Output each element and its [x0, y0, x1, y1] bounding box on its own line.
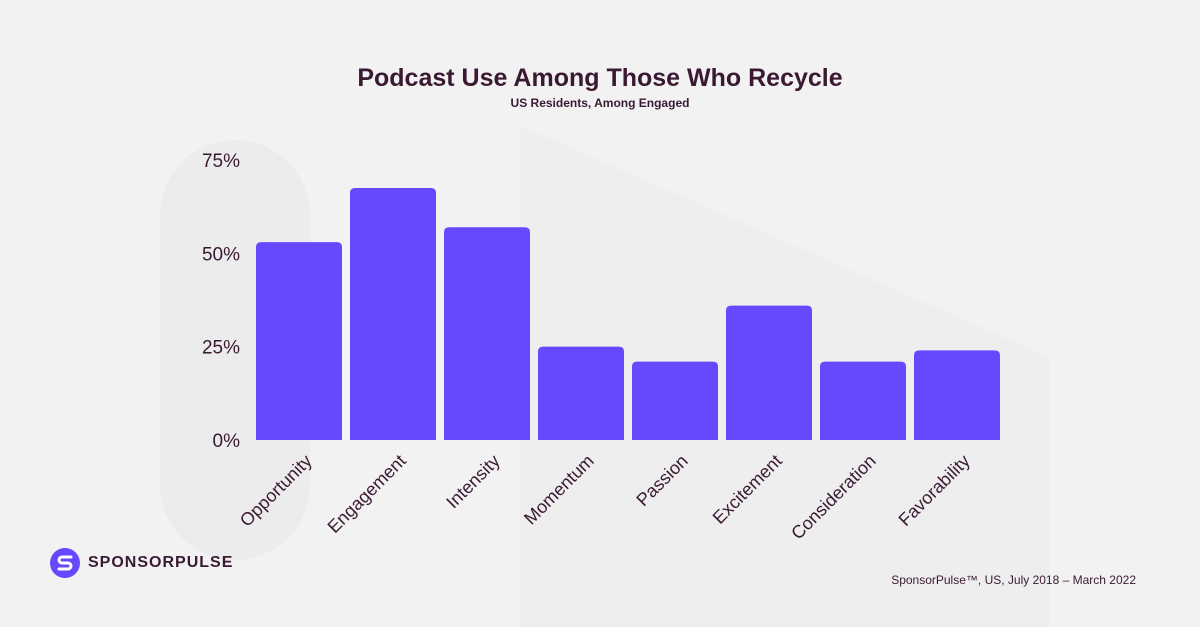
bar-opportunity [256, 242, 342, 440]
bar-favorability [914, 350, 1000, 440]
y-tick-label: 75% [202, 151, 240, 172]
bar-consideration [820, 361, 906, 440]
x-tick-label: Consideration [787, 451, 880, 544]
bar-engagement [350, 188, 436, 440]
bar-excitement [726, 305, 812, 440]
source-note: SponsorPulse™, US, July 2018 – March 202… [891, 573, 1136, 587]
bar-momentum [538, 346, 624, 440]
x-tick-label: Intensity [442, 451, 504, 513]
logo-text: SPONSORPULSE [88, 554, 234, 571]
x-tick-label: Opportunity [236, 451, 316, 531]
chart-subtitle: US Residents, Among Engaged [510, 96, 690, 110]
y-tick-label: 50% [202, 244, 240, 265]
x-tick-label: Engagement [324, 451, 410, 537]
x-tick-label: Momentum [520, 451, 598, 529]
x-tick-label: Passion [632, 451, 691, 510]
bar-passion [632, 361, 718, 440]
chart-title: Podcast Use Among Those Who Recycle [357, 64, 843, 92]
y-tick-label: 0% [213, 431, 241, 452]
x-tick-label: Favorability [895, 451, 974, 530]
logo-icon [50, 548, 80, 578]
x-tick-label: Excitement [709, 451, 786, 528]
sponsorpulse-logo: SPONSORPULSE [50, 548, 233, 578]
bar-intensity [444, 227, 530, 440]
y-tick-label: 25% [202, 338, 240, 359]
